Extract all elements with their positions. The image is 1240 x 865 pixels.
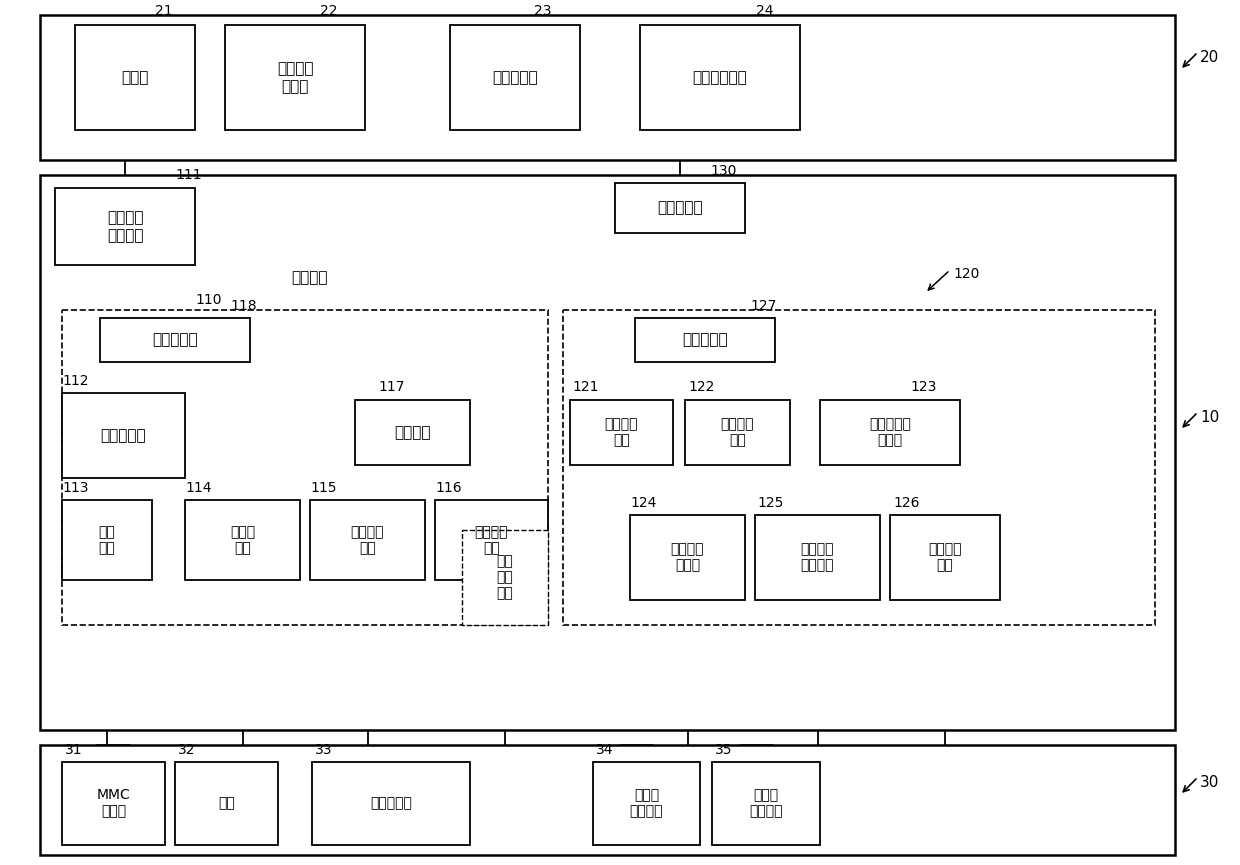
Text: 117: 117: [378, 380, 404, 394]
Text: 交流耗能
控制装置: 交流耗能 控制装置: [801, 542, 835, 573]
Text: 124: 124: [630, 496, 656, 510]
Bar: [62, 500, 153, 580]
Text: 127: 127: [750, 299, 776, 313]
Text: 22: 22: [320, 4, 337, 18]
Text: 125: 125: [756, 496, 784, 510]
Bar: [355, 400, 470, 465]
Bar: [40, 175, 1176, 730]
Text: 高频
通信
链路: 高频 通信 链路: [497, 554, 513, 600]
Text: 33: 33: [315, 743, 332, 757]
Text: 直流场
就地接口: 直流场 就地接口: [630, 788, 663, 818]
Bar: [755, 515, 880, 600]
Text: 114: 114: [185, 481, 212, 495]
Text: 安稳控制
装置: 安稳控制 装置: [929, 542, 962, 573]
Text: 第二交换机: 第二交换机: [682, 332, 728, 348]
Bar: [630, 515, 745, 600]
Bar: [712, 762, 820, 845]
Text: 换流变保
护装置: 换流变保 护装置: [671, 542, 704, 573]
Bar: [684, 400, 790, 465]
Bar: [563, 310, 1154, 625]
Text: 极控制装置: 极控制装置: [100, 428, 146, 443]
Text: 交流开关: 交流开关: [394, 425, 430, 440]
Text: 35: 35: [715, 743, 733, 757]
Text: 31: 31: [64, 743, 83, 757]
Bar: [312, 762, 470, 845]
Text: 30: 30: [1200, 775, 1219, 790]
Text: 116: 116: [435, 481, 461, 495]
Bar: [435, 500, 548, 580]
Text: 直流断路器: 直流断路器: [370, 797, 412, 811]
Text: 34: 34: [596, 743, 614, 757]
Bar: [450, 25, 580, 130]
Bar: [175, 762, 278, 845]
Bar: [62, 762, 165, 845]
Text: 110: 110: [195, 293, 222, 307]
Bar: [615, 183, 745, 233]
Text: MMC
子模块: MMC 子模块: [97, 788, 130, 818]
Bar: [40, 745, 1176, 855]
Text: 130: 130: [711, 164, 737, 178]
Text: 24: 24: [756, 4, 774, 18]
Text: 站长工作站: 站长工作站: [492, 70, 538, 85]
Text: 122: 122: [688, 380, 714, 394]
Text: 多端协调
控制装置: 多端协调 控制装置: [107, 210, 144, 243]
Text: 115: 115: [310, 481, 336, 495]
Text: 20: 20: [1200, 50, 1219, 65]
Text: 111: 111: [175, 168, 202, 182]
Bar: [820, 400, 960, 465]
Bar: [570, 400, 673, 465]
Text: 工程师工作站: 工程师工作站: [693, 70, 748, 85]
Text: 接地电阻监
测装置: 接地电阻监 测装置: [869, 418, 911, 447]
Bar: [224, 25, 365, 130]
Text: 线路保护
装置: 线路保护 装置: [475, 525, 508, 555]
Text: 控制总线: 控制总线: [291, 271, 329, 285]
Bar: [185, 500, 300, 580]
Bar: [640, 25, 800, 130]
Text: 113: 113: [62, 481, 88, 495]
Text: 接口: 接口: [218, 797, 234, 811]
Text: 21: 21: [155, 4, 172, 18]
Bar: [62, 310, 548, 625]
Text: 32: 32: [179, 743, 196, 757]
Bar: [100, 318, 250, 362]
Text: 126: 126: [893, 496, 920, 510]
Text: 母线保护
装置: 母线保护 装置: [351, 525, 384, 555]
Text: 交流站控
装置: 交流站控 装置: [720, 418, 754, 447]
Text: 123: 123: [910, 380, 936, 394]
Text: 10: 10: [1200, 410, 1219, 425]
Bar: [55, 188, 195, 265]
Bar: [40, 15, 1176, 160]
Text: 第一交换机: 第一交换机: [153, 332, 198, 348]
Text: 阀控
装置: 阀控 装置: [99, 525, 115, 555]
Text: 运行人员
工作站: 运行人员 工作站: [277, 61, 314, 93]
Text: 交流场
就地接口: 交流场 就地接口: [749, 788, 782, 818]
Bar: [62, 393, 185, 478]
Text: 118: 118: [229, 299, 257, 313]
Text: 120: 120: [954, 267, 980, 281]
Text: 23: 23: [534, 4, 552, 18]
Bar: [635, 318, 775, 362]
Text: 极保护
装置: 极保护 装置: [229, 525, 255, 555]
Bar: [890, 515, 999, 600]
Text: 服务器: 服务器: [122, 70, 149, 85]
Bar: [310, 500, 425, 580]
Text: 第三交换机: 第三交换机: [657, 201, 703, 215]
Text: 121: 121: [572, 380, 599, 394]
Text: 112: 112: [62, 374, 88, 388]
Bar: [593, 762, 701, 845]
Bar: [463, 530, 548, 625]
Bar: [74, 25, 195, 130]
Text: 直流站控
装置: 直流站控 装置: [605, 418, 639, 447]
